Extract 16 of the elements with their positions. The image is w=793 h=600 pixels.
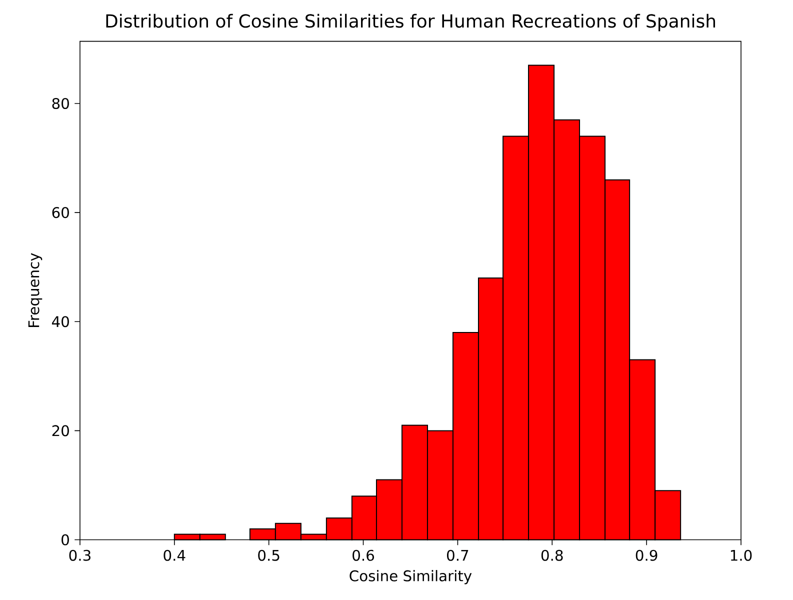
y-tick-label: 0 <box>62 534 69 546</box>
x-tick-label: 0.5 <box>258 550 280 562</box>
y-tick-label: 20 <box>52 425 69 436</box>
y-axis-title: Frequency <box>28 253 42 328</box>
x-tick-label: 0.9 <box>636 550 658 562</box>
y-tick-label: 60 <box>52 207 69 218</box>
x-tick-label: 0.8 <box>541 550 563 562</box>
x-tick-label: 0.3 <box>69 550 90 562</box>
y-tick-label: 40 <box>52 316 69 328</box>
x-axis-title: Cosine Similarity <box>350 570 472 584</box>
x-tick-label: 0.4 <box>164 550 186 562</box>
y-tick-label: 80 <box>52 98 69 110</box>
x-tick-label: 1.0 <box>730 550 752 562</box>
x-tick-label: 0.7 <box>447 550 468 562</box>
chart-title: Distribution of Cosine Similarities for Human Recreations of Spanish <box>106 14 716 32</box>
x-tick-label: 0.6 <box>352 550 374 562</box>
